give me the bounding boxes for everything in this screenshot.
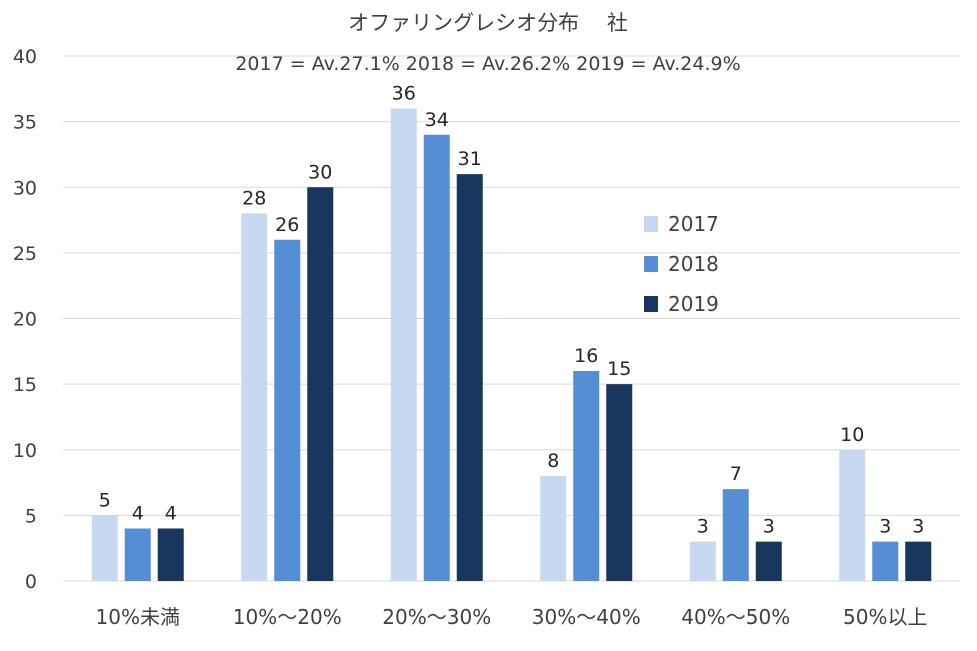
chart-subtitle: 2017 = Av.27.1% 2018 = Av.26.2% 2019 = A… (235, 53, 740, 75)
bar-2018-1 (274, 239, 301, 581)
bar-2018-0 (124, 528, 151, 581)
data-label: 7 (730, 463, 742, 485)
y-tick-label: 35 (13, 112, 37, 134)
legend-swatch-2019 (644, 296, 658, 312)
data-label: 15 (607, 358, 631, 380)
bar-2017-2 (390, 108, 417, 581)
bar-2019-3 (606, 384, 633, 581)
data-label: 4 (165, 503, 177, 525)
data-label: 26 (275, 214, 299, 236)
bar-2019-4 (755, 541, 782, 581)
bar-2019-1 (307, 187, 334, 581)
data-label: 3 (879, 516, 891, 538)
bar-2019-5 (905, 541, 932, 581)
y-tick-label: 5 (25, 505, 37, 527)
data-label: 36 (392, 83, 416, 105)
y-tick-label: 30 (13, 177, 37, 199)
legend-label: 2018 (668, 252, 719, 276)
bar-2018-3 (573, 371, 600, 581)
bar-2018-2 (423, 134, 450, 581)
legend: 2017 2018 2019 (644, 212, 719, 316)
bar-2017-4 (689, 541, 716, 581)
bar-2018-4 (722, 489, 749, 581)
data-label: 4 (132, 503, 144, 525)
data-label: 5 (99, 489, 111, 511)
legend-label: 2019 (668, 292, 719, 316)
x-tick-label: 10%～20% (233, 605, 342, 629)
y-axis: 0 5 10 15 20 25 30 35 40 (13, 46, 37, 593)
bar-2017-3 (540, 476, 567, 581)
x-tick-label: 40%～50% (681, 605, 790, 629)
x-axis: 10%未満 10%～20% 20%～30% 30%～40% 40%～50% 50%以上 (96, 605, 928, 629)
legend-label: 2017 (668, 212, 719, 236)
x-tick-label: 50%以上 (843, 605, 927, 629)
data-label: 31 (458, 148, 482, 170)
x-tick-label: 20%～30% (382, 605, 491, 629)
data-label: 28 (242, 188, 266, 210)
data-label: 30 (308, 161, 332, 183)
chart-title: オファリングレシオ分布 社 (348, 11, 628, 35)
y-tick-label: 20 (13, 309, 37, 331)
data-label: 34 (425, 109, 449, 131)
legend-swatch-2018 (644, 256, 658, 272)
data-label: 10 (840, 424, 864, 446)
bar-2017-1 (241, 213, 268, 581)
data-label: 3 (763, 516, 775, 538)
data-label: 3 (697, 516, 709, 538)
x-tick-label: 10%未満 (96, 605, 180, 629)
bar-2017-0 (91, 515, 118, 581)
y-tick-label: 0 (25, 571, 37, 593)
gridlines (63, 55, 960, 582)
bar-2019-0 (157, 528, 184, 581)
bar-2019-2 (456, 174, 483, 581)
y-tick-label: 40 (13, 46, 37, 68)
y-tick-label: 10 (13, 440, 37, 462)
legend-swatch-2017 (644, 216, 658, 232)
bar-2018-5 (872, 541, 899, 581)
data-label: 3 (912, 516, 924, 538)
y-tick-label: 25 (13, 243, 37, 265)
y-tick-label: 15 (13, 374, 37, 396)
data-label: 16 (574, 345, 598, 367)
bar-2017-5 (839, 449, 866, 581)
x-tick-label: 30%～40% (532, 605, 641, 629)
data-label: 8 (547, 450, 559, 472)
bars (91, 108, 932, 581)
